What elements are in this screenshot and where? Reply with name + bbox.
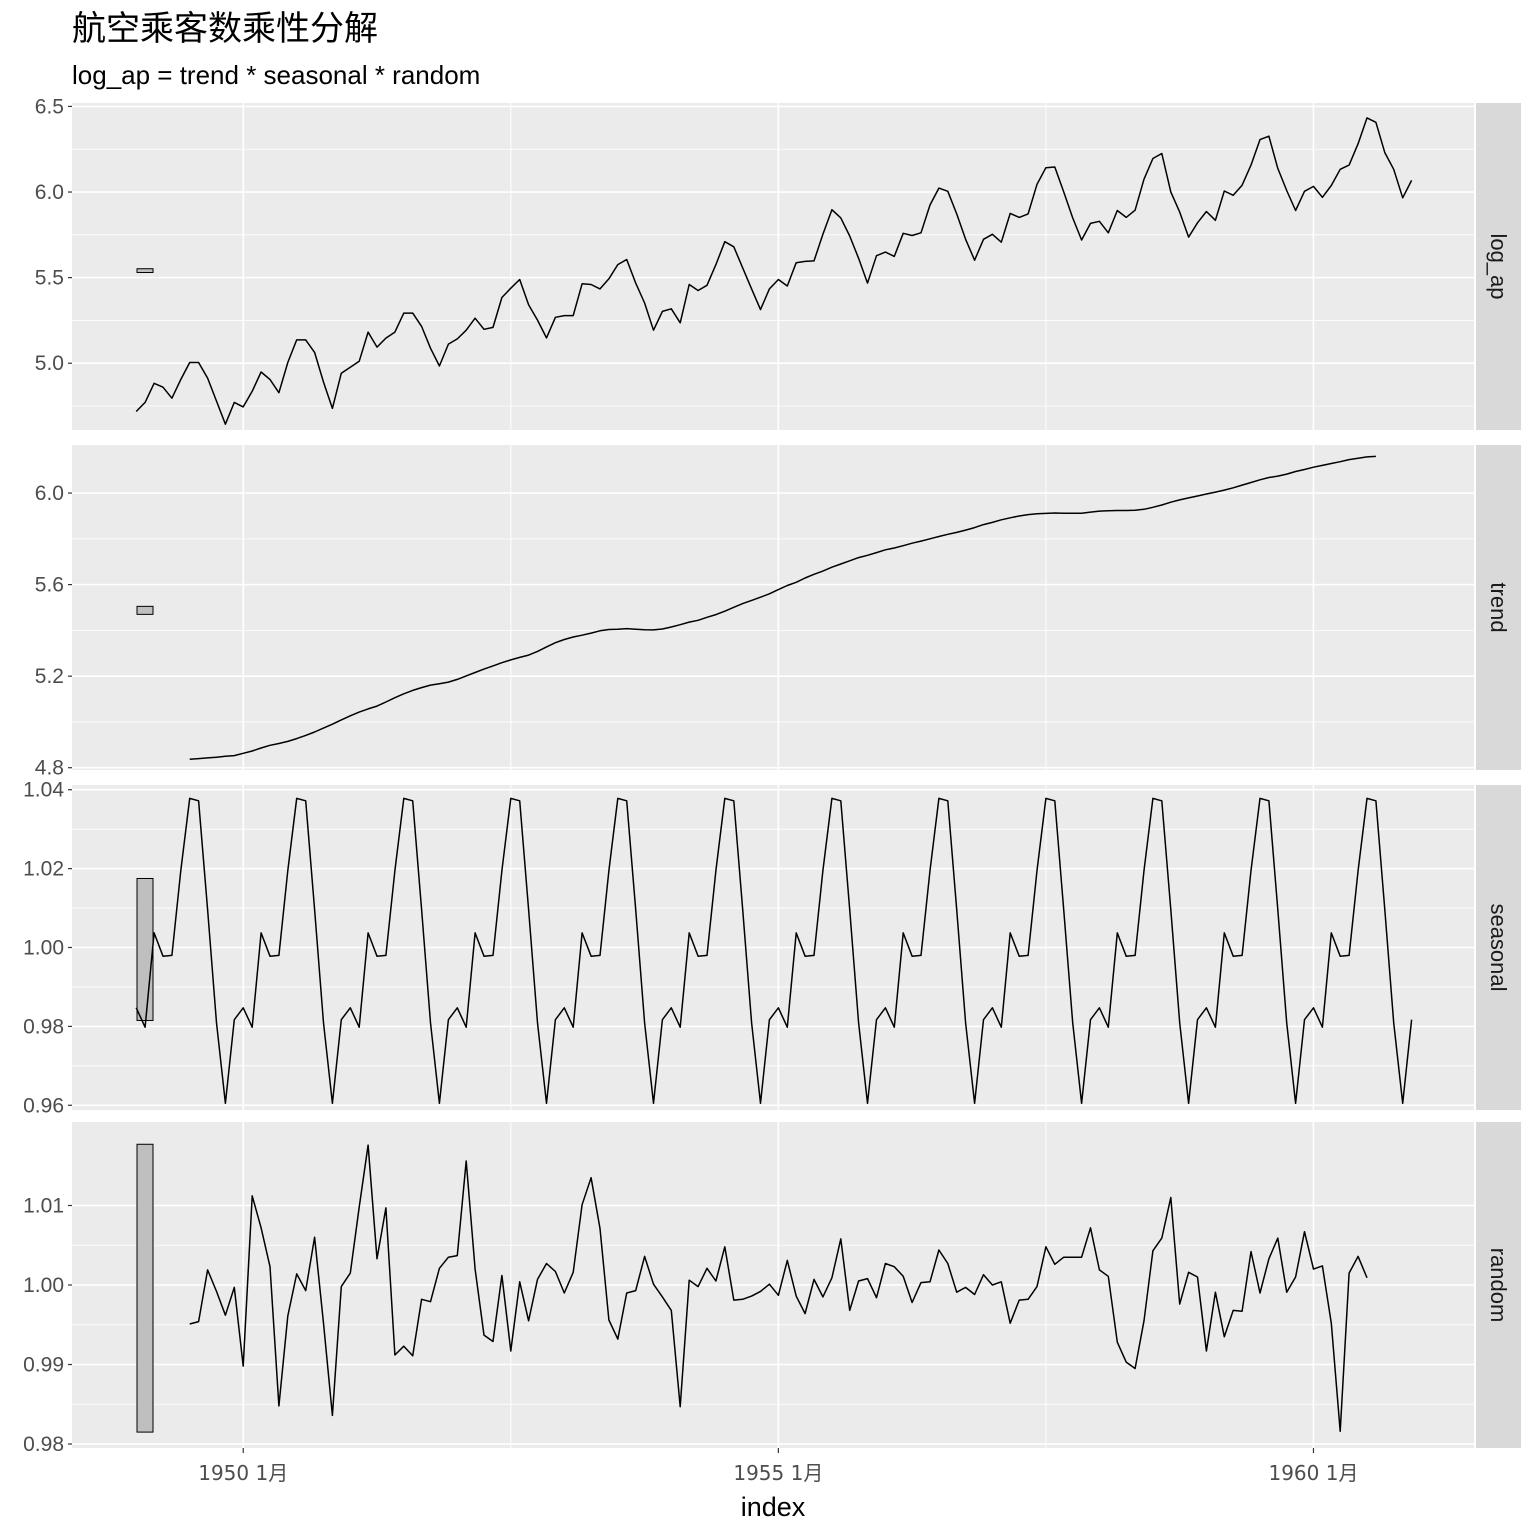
series-line-trend — [189, 455, 1376, 760]
facet-panels: 5.05.56.06.5log_ap4.85.25.66.0trend0.960… — [23, 95, 1521, 1456]
y-tick-label: 1.01 — [23, 1194, 64, 1217]
strip-label-trend: trend — [1486, 582, 1511, 632]
scale-bar-seasonal — [136, 877, 154, 1021]
y-tick-label: 1.02 — [23, 858, 64, 881]
scale-bar-log_ap — [136, 268, 154, 273]
panel-random: 0.98 0.99 1.00 1.01 random — [23, 1122, 1521, 1456]
series-line-seasonal — [135, 797, 1413, 1105]
y-tick-label: 0.96 — [23, 1094, 64, 1117]
series-line-log_ap — [135, 117, 1413, 425]
y-tick-label: 0.98 — [23, 1015, 64, 1038]
y-tick-label: 1.00 — [23, 937, 64, 960]
y-tick-label: 6.5 — [35, 95, 64, 118]
strip-trend — [1476, 445, 1521, 770]
y-tick-label: 5.2 — [35, 665, 64, 688]
scale-bar-random — [136, 1143, 154, 1433]
y-tick-label: 5.0 — [35, 352, 64, 375]
y-tick-label: 5.5 — [35, 267, 64, 290]
chart-title: 航空乘客数乘性分解 — [72, 9, 378, 49]
y-tick-label: 4.8 — [35, 757, 64, 780]
y-tick-label: 6.0 — [35, 482, 64, 505]
y-tick-label: 0.98 — [23, 1433, 64, 1456]
series-line-random — [189, 1144, 1368, 1433]
strip-label-seasonal: seasonal — [1486, 903, 1511, 991]
x-tick-label: 1950 1月 — [198, 1461, 288, 1485]
strip-log_ap — [1476, 103, 1521, 430]
panel-trend: 4.8 5.2 5.6 6.0 trend — [35, 445, 1521, 780]
scale-bar-trend — [136, 605, 154, 615]
x-tick-label: 1960 1月 — [1268, 1461, 1358, 1485]
strip-label-random: random — [1486, 1248, 1511, 1323]
x-axis-title: index — [741, 1492, 806, 1522]
y-tick-label: 6.0 — [35, 181, 64, 204]
x-axis: 1950 1月 1955 1月 1960 1月 — [198, 1448, 1358, 1485]
y-tick-label: 1.00 — [23, 1274, 64, 1297]
y-tick-label: 0.99 — [23, 1354, 64, 1377]
panel-log_ap: 5.0 5.5 6.0 6.5 log_ap — [35, 95, 1521, 430]
x-tick-label: 1955 1月 — [733, 1461, 823, 1485]
panel-background — [72, 103, 1474, 430]
strip-label-log_ap: log_ap — [1486, 233, 1511, 299]
strip-seasonal — [1476, 785, 1521, 1110]
strip-random — [1476, 1122, 1521, 1448]
y-tick-label: 5.6 — [35, 574, 64, 597]
panel-background — [72, 445, 1474, 770]
y-tick-label: 1.04 — [23, 779, 64, 802]
chart-subtitle: log_ap = trend * seasonal * random — [72, 60, 480, 90]
panel-seasonal: 0.96 0.98 1.00 1.02 1.04 seasonal — [23, 779, 1521, 1117]
